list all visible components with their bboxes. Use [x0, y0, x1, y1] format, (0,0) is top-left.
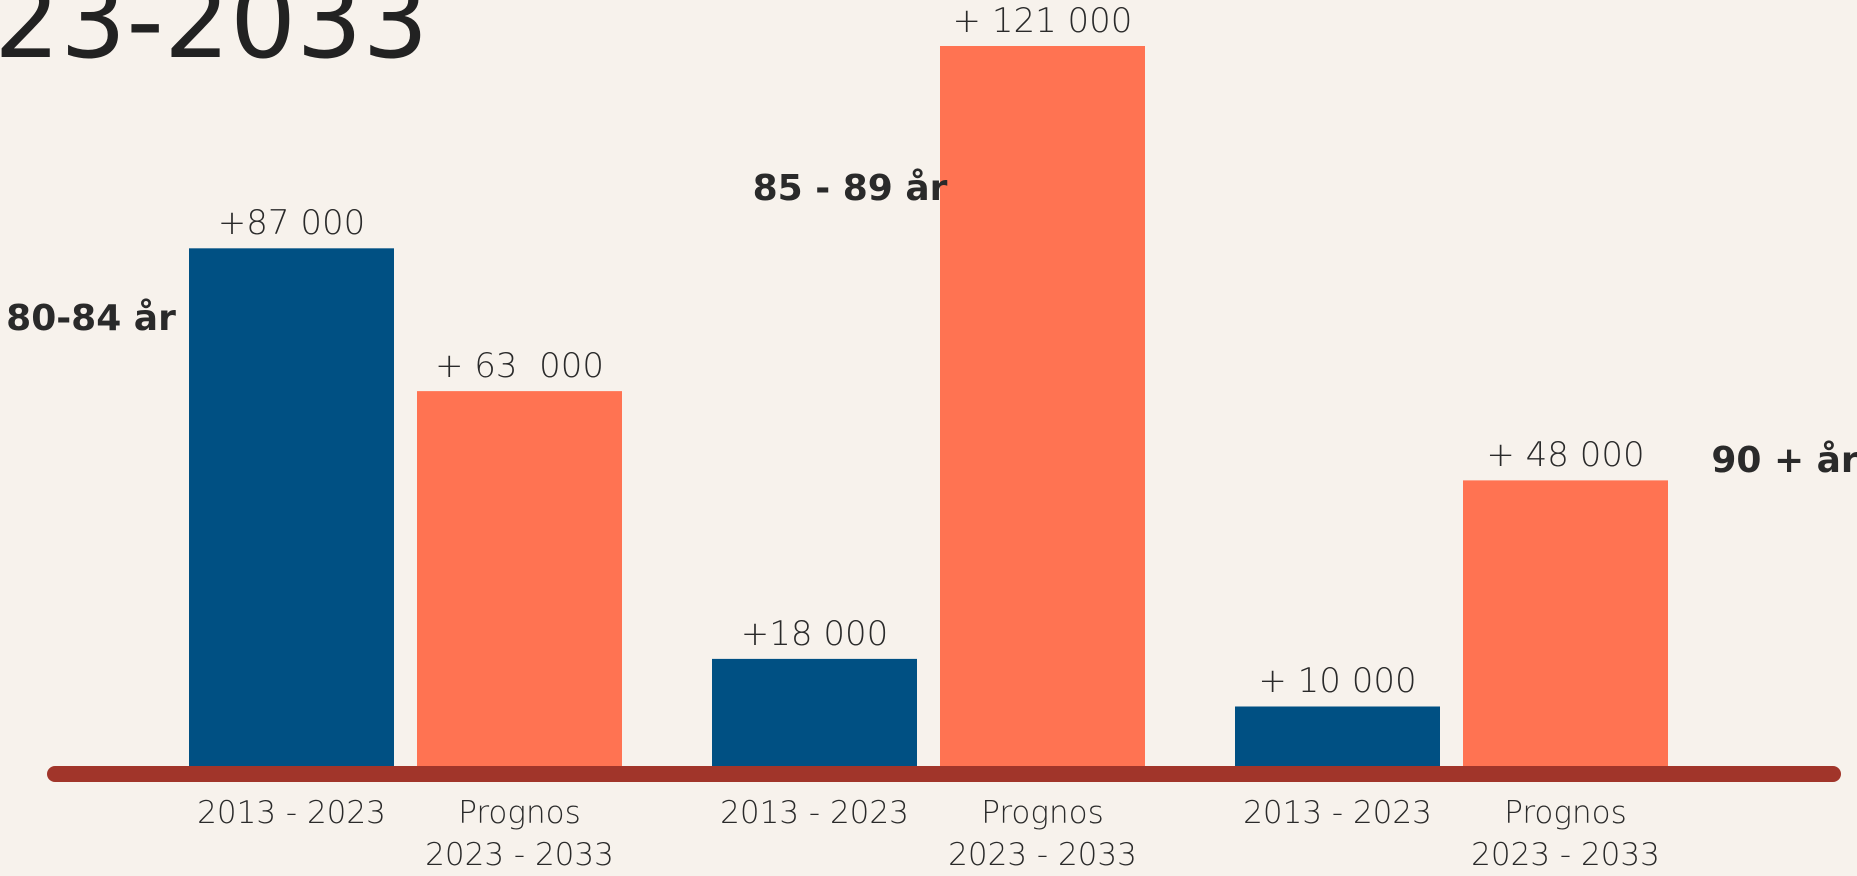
- x-label: 2013 - 2023: [1243, 795, 1432, 831]
- value-label: + 10 000: [1258, 661, 1417, 702]
- x-label: Prognos 2023 - 2033: [948, 795, 1137, 873]
- x-label: 2013 - 2023: [720, 795, 909, 831]
- bar: [417, 391, 622, 766]
- x-label: Prognos 2023 - 2033: [1471, 795, 1660, 873]
- bar: [189, 248, 394, 766]
- value-label: + 48 000: [1486, 435, 1645, 476]
- x-label: Prognos 2023 - 2033: [425, 795, 614, 873]
- group-label: 90 + år: [1711, 440, 1857, 481]
- value-label: +87 000: [217, 203, 366, 244]
- x-label: 2013 - 2023: [197, 795, 386, 831]
- group-label: 85 - 89 år: [752, 168, 948, 209]
- bar: [1235, 706, 1440, 766]
- value-label: + 63 000: [434, 346, 605, 387]
- bar: [940, 46, 1145, 766]
- bar: [1463, 480, 1668, 766]
- value-label: +18 000: [740, 613, 889, 654]
- bar: [712, 658, 917, 766]
- group-label: 80-84 år: [6, 298, 176, 339]
- value-label: + 121 000: [952, 1, 1133, 41]
- chart-title: 23-2033: [0, 0, 429, 82]
